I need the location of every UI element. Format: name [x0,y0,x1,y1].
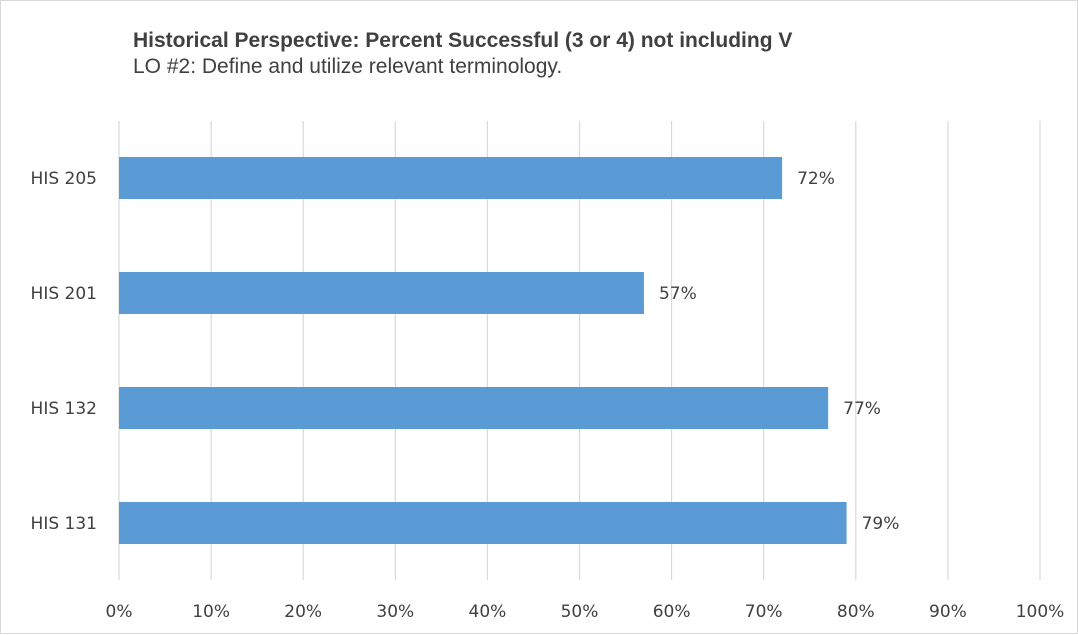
x-tick-label: 70% [745,602,783,622]
bar [119,272,644,314]
category-label: HIS 205 [31,169,97,189]
data-label: 77% [843,399,881,419]
bar [119,502,847,544]
category-label: HIS 201 [31,284,97,304]
data-label: 79% [862,514,900,534]
category-label: HIS 131 [31,514,97,534]
x-tick-label: 40% [469,602,507,622]
x-tick-label: 50% [561,602,599,622]
x-tick-label: 20% [284,602,322,622]
data-label: 72% [797,169,835,189]
data-label: 57% [659,284,697,304]
bar [119,157,783,199]
x-tick-label: 90% [929,602,967,622]
x-tick-label: 80% [837,602,875,622]
x-tick-label: 30% [376,602,414,622]
bar [119,387,829,429]
x-tick-label: 0% [106,602,133,622]
x-tick-label: 100% [1016,602,1065,622]
chart-subtitle: LO #2: Define and utilize relevant termi… [133,55,563,78]
x-tick-label: 60% [653,602,691,622]
chart-title: Historical Perspective: Percent Successf… [133,29,793,52]
category-label: HIS 132 [31,399,97,419]
x-tick-label: 10% [192,602,230,622]
